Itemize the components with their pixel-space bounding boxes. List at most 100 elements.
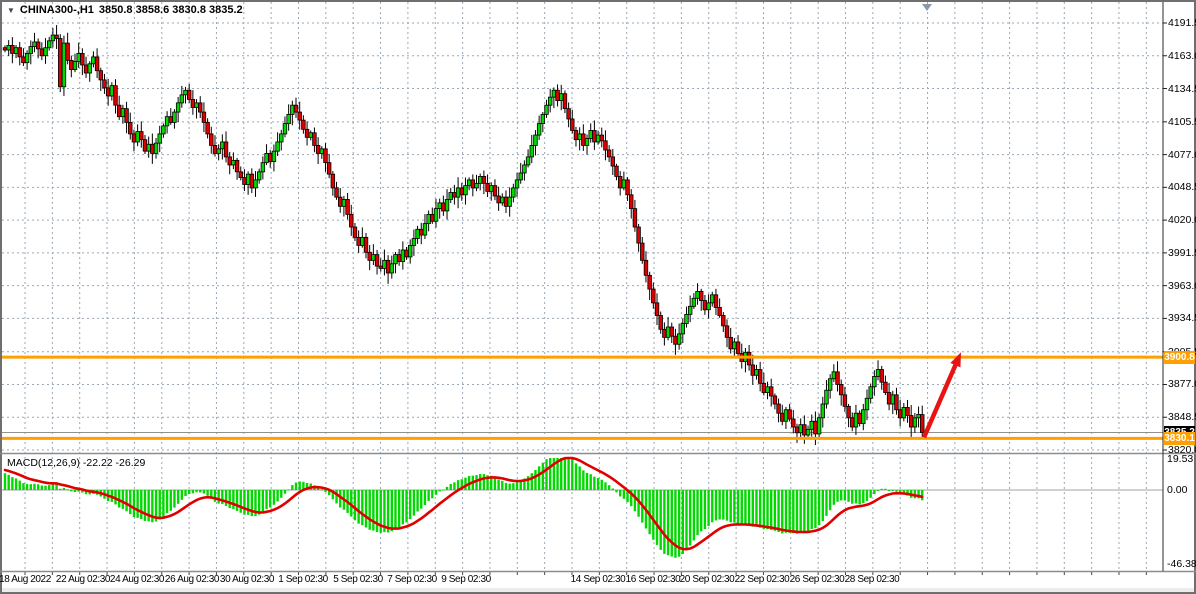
bear-candle-body — [35, 41, 41, 50]
bear-candle-body — [886, 392, 892, 405]
macd-histogram-bar — [700, 490, 703, 532]
macd-histogram-bar — [456, 480, 460, 490]
macd-histogram-bar — [386, 490, 390, 533]
macd-histogram-bar — [589, 474, 592, 490]
bear-candle-body — [10, 45, 15, 54]
macd-histogram-bar — [320, 489, 323, 491]
macd-histogram-bar — [40, 485, 44, 490]
bear-candle-body — [721, 315, 726, 327]
macd-histogram-bar — [655, 490, 659, 545]
bear-candle-body — [617, 176, 623, 189]
macd-histogram-bar — [891, 490, 894, 491]
bull-candle-body — [474, 182, 479, 189]
trend-arrow-shaft[interactable] — [921, 360, 960, 439]
macd-histogram-bar — [574, 463, 578, 490]
trend-arrow-head[interactable] — [950, 352, 961, 368]
bear-candle-body — [367, 251, 372, 261]
price-tick-label: 4163.0 — [1168, 49, 1196, 62]
macd-histogram-bar — [184, 490, 187, 497]
macd-histogram-bar — [814, 490, 817, 529]
price-tick-label: 3963.0 — [1168, 279, 1196, 292]
bear-candle-body — [209, 133, 214, 146]
collapse-triangle-icon[interactable]: ▼ — [7, 5, 15, 15]
macd-histogram-bar — [703, 490, 707, 530]
bull-candle-body — [507, 196, 512, 207]
bear-candle-body — [787, 409, 792, 420]
time-axis-label: 30 Aug 02:30 — [219, 574, 275, 585]
macd-histogram-bar — [895, 490, 898, 492]
bull-candle-body — [584, 138, 590, 146]
macd-histogram-bar — [674, 490, 677, 558]
bear-candle-body — [227, 156, 232, 166]
macd-histogram-bar — [409, 490, 412, 520]
macd-histogram-bar — [839, 490, 843, 501]
bear-candle-body — [908, 415, 914, 428]
bull-candle-body — [220, 141, 225, 150]
macd-histogram-bar — [228, 490, 231, 509]
macd-histogram-bar — [239, 490, 242, 513]
macd-histogram-bar — [250, 490, 254, 517]
macd-histogram-bar — [596, 477, 600, 490]
price-tick-label: 4020.0 — [1168, 214, 1196, 227]
bull-candle-body — [13, 47, 19, 54]
macd-histogram-bar — [420, 490, 423, 509]
macd-histogram-bar — [571, 459, 574, 490]
macd-histogram-bar — [453, 482, 456, 490]
time-axis-label: 14 Sep 02:30 — [570, 574, 626, 585]
bull-candle-body — [319, 148, 324, 154]
hline-price-badge: 3830.1 — [1164, 431, 1195, 445]
bear-candle-body — [813, 420, 818, 435]
macd-histogram-bar — [73, 490, 77, 493]
macd-scale-label: 19.53 — [1167, 452, 1194, 465]
macd-histogram-bar — [799, 490, 802, 533]
macd-histogram-bar — [438, 490, 441, 492]
bull-candle-body — [706, 302, 711, 311]
macd-histogram-bar — [442, 489, 445, 491]
macd-histogram-bar — [397, 490, 401, 528]
macd-histogram-bar — [515, 482, 519, 490]
chart-title-bar[interactable]: ▼ CHINA300-,H1 3850.8 3858.6 3830.8 3835… — [7, 4, 243, 16]
bear-candle-body — [345, 199, 350, 215]
macd-histogram-bar — [3, 473, 7, 490]
bull-candle-body — [183, 89, 188, 96]
bear-candle-body — [581, 133, 586, 146]
macd-histogram-bar — [257, 490, 261, 515]
macd-histogram-bar — [14, 478, 18, 490]
time-axis-label: 7 Sep 02:30 — [387, 574, 437, 585]
macd-histogram-bar — [460, 479, 463, 490]
macd-histogram-bar — [254, 490, 257, 516]
macd-histogram-bar — [331, 490, 335, 500]
macd-histogram-bar — [372, 490, 375, 531]
macd-histogram-bar — [711, 490, 714, 523]
bear-candle-body — [131, 133, 137, 143]
macd-histogram-bar — [781, 490, 784, 534]
macd-histogram-bar — [265, 490, 268, 510]
macd-histogram-bar — [582, 470, 585, 490]
macd-histogram-bar — [316, 487, 320, 490]
macd-histogram-bar — [758, 490, 762, 528]
macd-histogram-bar — [795, 490, 799, 534]
macd-histogram-bar — [48, 485, 51, 490]
macd-histogram-bar — [191, 490, 195, 494]
bear-candle-body — [113, 85, 118, 106]
bear-candle-body — [349, 213, 354, 228]
bull-candle-body — [264, 153, 269, 164]
bear-candle-body — [566, 108, 571, 120]
price-tick-label: 3934.5 — [1168, 312, 1196, 325]
bear-candle-body — [139, 131, 144, 141]
macd-histogram-bar — [622, 490, 626, 499]
macd-histogram-bar — [62, 487, 66, 490]
bull-candle-body — [308, 132, 313, 138]
macd-histogram-bar — [350, 490, 353, 517]
bull-candle-body — [536, 123, 542, 136]
bull-candle-body — [286, 113, 291, 124]
macd-histogram-bar — [869, 490, 872, 498]
bull-candle-body — [665, 326, 671, 338]
bear-candle-body — [897, 409, 903, 419]
bull-candle-body — [175, 102, 181, 113]
bull-candle-body — [691, 297, 697, 307]
bull-candle-body — [525, 156, 531, 166]
time-axis-label: 9 Sep 02:30 — [441, 574, 491, 585]
